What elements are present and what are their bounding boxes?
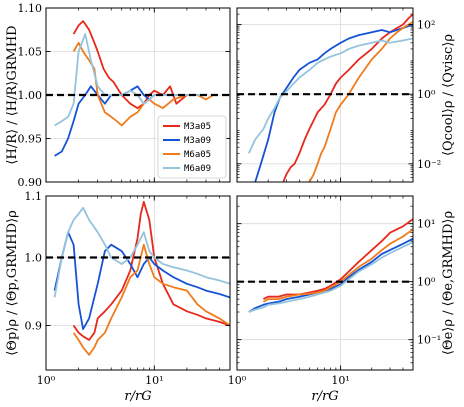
axes-frame <box>236 7 414 183</box>
x-tick-label: 10⁰ <box>37 374 56 387</box>
x-tick-label: 10¹ <box>145 374 163 387</box>
series-line-m3a09 <box>254 23 413 182</box>
x-tick-label: 10⁰ <box>228 374 247 387</box>
series-line-m6a05 <box>72 243 230 356</box>
series-line-m6a09 <box>247 37 413 154</box>
series-line-m3a05 <box>72 20 206 109</box>
y-tick-label: 1.0 <box>25 251 43 264</box>
series-line-m6a05 <box>72 41 214 127</box>
legend-label-m6a05: M6a05 <box>184 150 211 160</box>
y-tick-label: 10⁻² <box>417 158 441 171</box>
y-tick-label: 1.00 <box>18 89 43 102</box>
series-line-m6a05 <box>262 228 413 303</box>
series-line-m6a09 <box>54 33 206 127</box>
y-axis-label: ⟨H/R⟩ / ⟨H/R⟩GRMHD <box>5 25 20 164</box>
axes-frame <box>236 195 414 371</box>
series-line-m6a09 <box>53 206 230 298</box>
y-tick-label: 10² <box>417 19 435 32</box>
y-axis-label: ⟨Θe⟩ρ / ⟨Θe,GRMHD⟩ρ <box>441 211 456 355</box>
series-line-m6a09 <box>248 241 413 313</box>
series-line-m3a09 <box>53 231 230 330</box>
legend: M3a05 M3a09 M6a05 M6a09 <box>157 115 227 179</box>
y-tick-label: 1.05 <box>18 46 43 59</box>
y-tick-label: 0.9 <box>25 319 43 332</box>
panel-2: 10⁻² 10⁰ 10² ⟨Qcool⟩ρ / ⟨Qvisc⟩ρ <box>236 7 456 183</box>
x-axis-label: r/rG <box>311 389 338 404</box>
legend-box <box>157 115 227 179</box>
y-axis-label: ⟨Qcool⟩ρ / ⟨Qvisc⟩ρ <box>441 34 456 156</box>
panel-4: 10⁰ 10¹ 10⁻¹ 10⁰ 10¹ ⟨Θe⟩ρ / ⟨Θe,GRMHD⟩ρ r/rG <box>228 195 456 404</box>
y-tick-label: 0.90 <box>18 176 43 189</box>
y-tick-label: 10⁰ <box>417 276 436 289</box>
y-tick-label: 1.10 <box>18 2 43 15</box>
series-line-m3a05 <box>282 13 413 182</box>
legend-label-m6a09: M6a09 <box>184 164 211 174</box>
y-tick-label: 1.1 <box>25 190 43 203</box>
legend-label-m3a09: M3a09 <box>184 136 211 146</box>
y-tick-label: 10⁻¹ <box>417 334 441 347</box>
panel-1: 0.90 0.95 1.00 1.05 1.10 ⟨H/R⟩ / ⟨H/R⟩GRMHD M3… <box>5 2 231 189</box>
x-tick-label: 10¹ <box>331 374 349 387</box>
y-tick-label: 10¹ <box>417 218 435 231</box>
series-line-m3a09 <box>248 237 413 313</box>
series-line-m3a05 <box>72 201 230 341</box>
series-line-m3a05 <box>262 218 413 300</box>
y-axis-label: ⟨Θp⟩ρ / ⟨Θp,GRMHD⟩ρ <box>5 210 20 356</box>
y-tick-label: 10⁰ <box>417 88 436 101</box>
panel-3: 10⁰ 10¹ 0.9 1.0 1.1 ⟨Θp⟩ρ / ⟨Θp,GRMHD⟩ρ r/rG <box>5 190 231 404</box>
axes-frame <box>45 195 231 371</box>
y-tick-label: 0.95 <box>18 133 43 146</box>
legend-label-m3a05: M3a05 <box>184 122 211 132</box>
x-axis-label: r/rG <box>124 389 151 404</box>
